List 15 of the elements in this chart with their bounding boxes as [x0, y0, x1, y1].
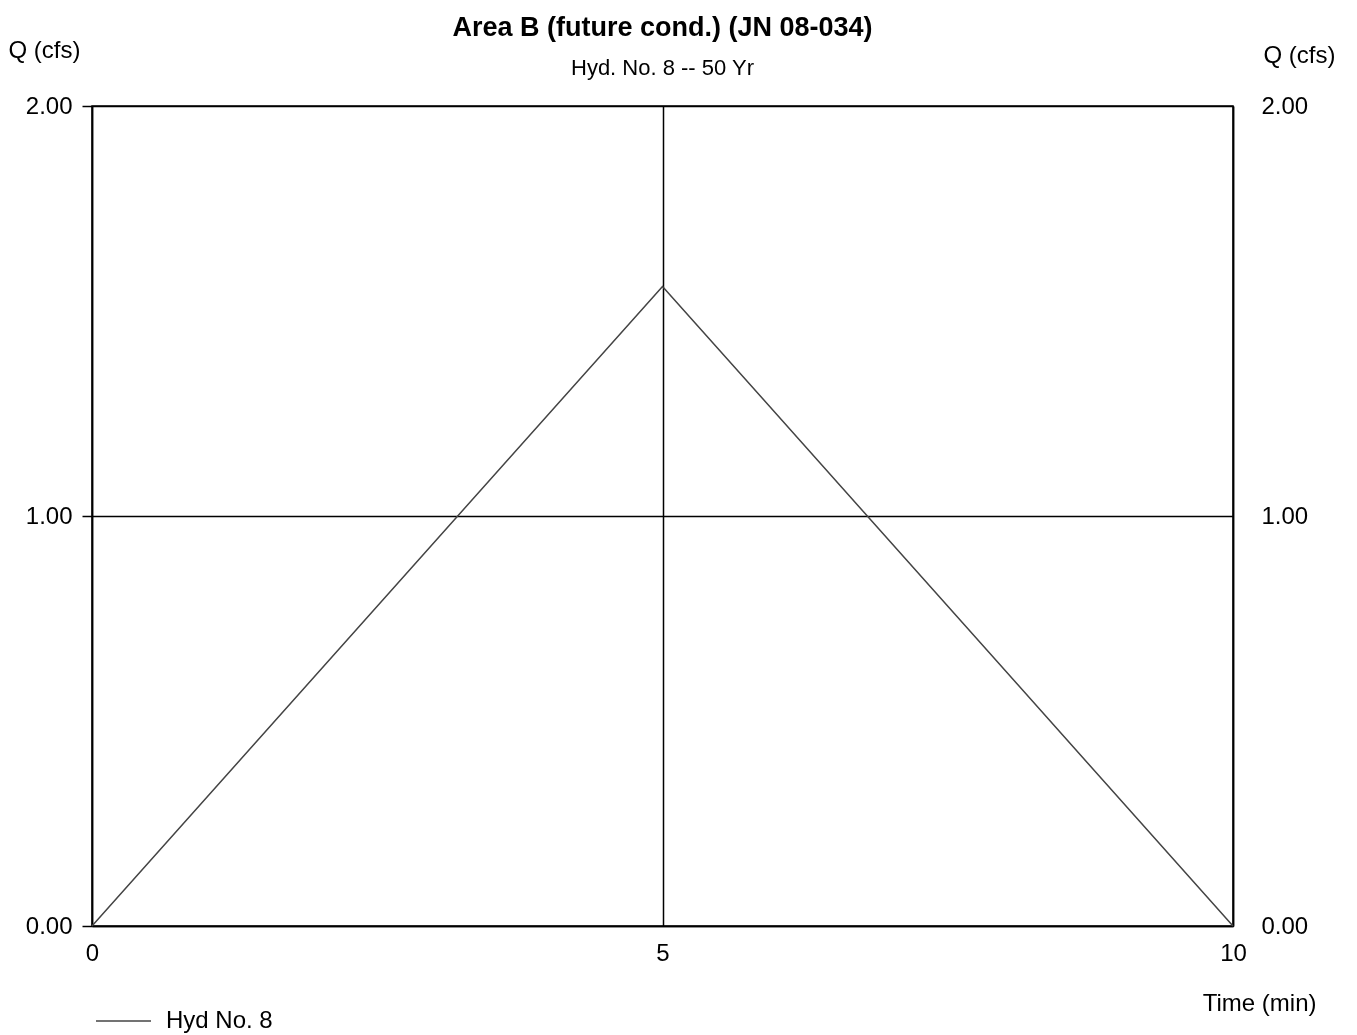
y2-tick-label: 2.00: [1261, 91, 1309, 119]
chart-title: Area B (future cond.) (JN 08-034): [452, 12, 873, 42]
y2-tick-label: 1.00: [1261, 501, 1309, 529]
x-axis-title: Time (min): [1202, 988, 1317, 1016]
y-axis-title: Q (cfs): [8, 35, 81, 63]
x-tick-label: 5: [656, 938, 670, 966]
y2-axis-title: Q (cfs): [1263, 40, 1336, 68]
y-tick-label: 0.00: [25, 911, 73, 939]
chart-subtitle: Hyd. No. 8 -- 50 Yr: [571, 55, 754, 80]
y-tick-label: 1.00: [25, 501, 73, 529]
x-tick-label: 0: [85, 938, 100, 966]
y-tick-label: 2.00: [25, 91, 73, 119]
x-tick-label: 10: [1220, 938, 1247, 966]
y2-tick-label: 0.00: [1261, 911, 1309, 939]
legend-label: Hyd No. 8: [166, 1006, 273, 1033]
